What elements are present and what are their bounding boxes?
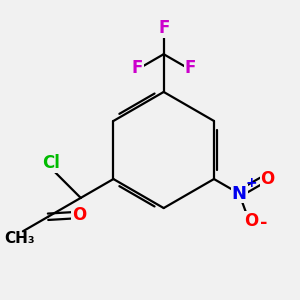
Text: N: N — [232, 184, 247, 202]
Text: O: O — [260, 170, 275, 188]
Text: O: O — [244, 212, 258, 230]
Text: +: + — [245, 176, 257, 190]
Text: Cl: Cl — [42, 154, 60, 172]
Text: F: F — [184, 59, 196, 77]
Text: CH₃: CH₃ — [5, 231, 35, 246]
Text: -: - — [260, 214, 268, 232]
Text: F: F — [131, 59, 143, 77]
Text: F: F — [158, 19, 169, 37]
Text: O: O — [72, 206, 86, 224]
